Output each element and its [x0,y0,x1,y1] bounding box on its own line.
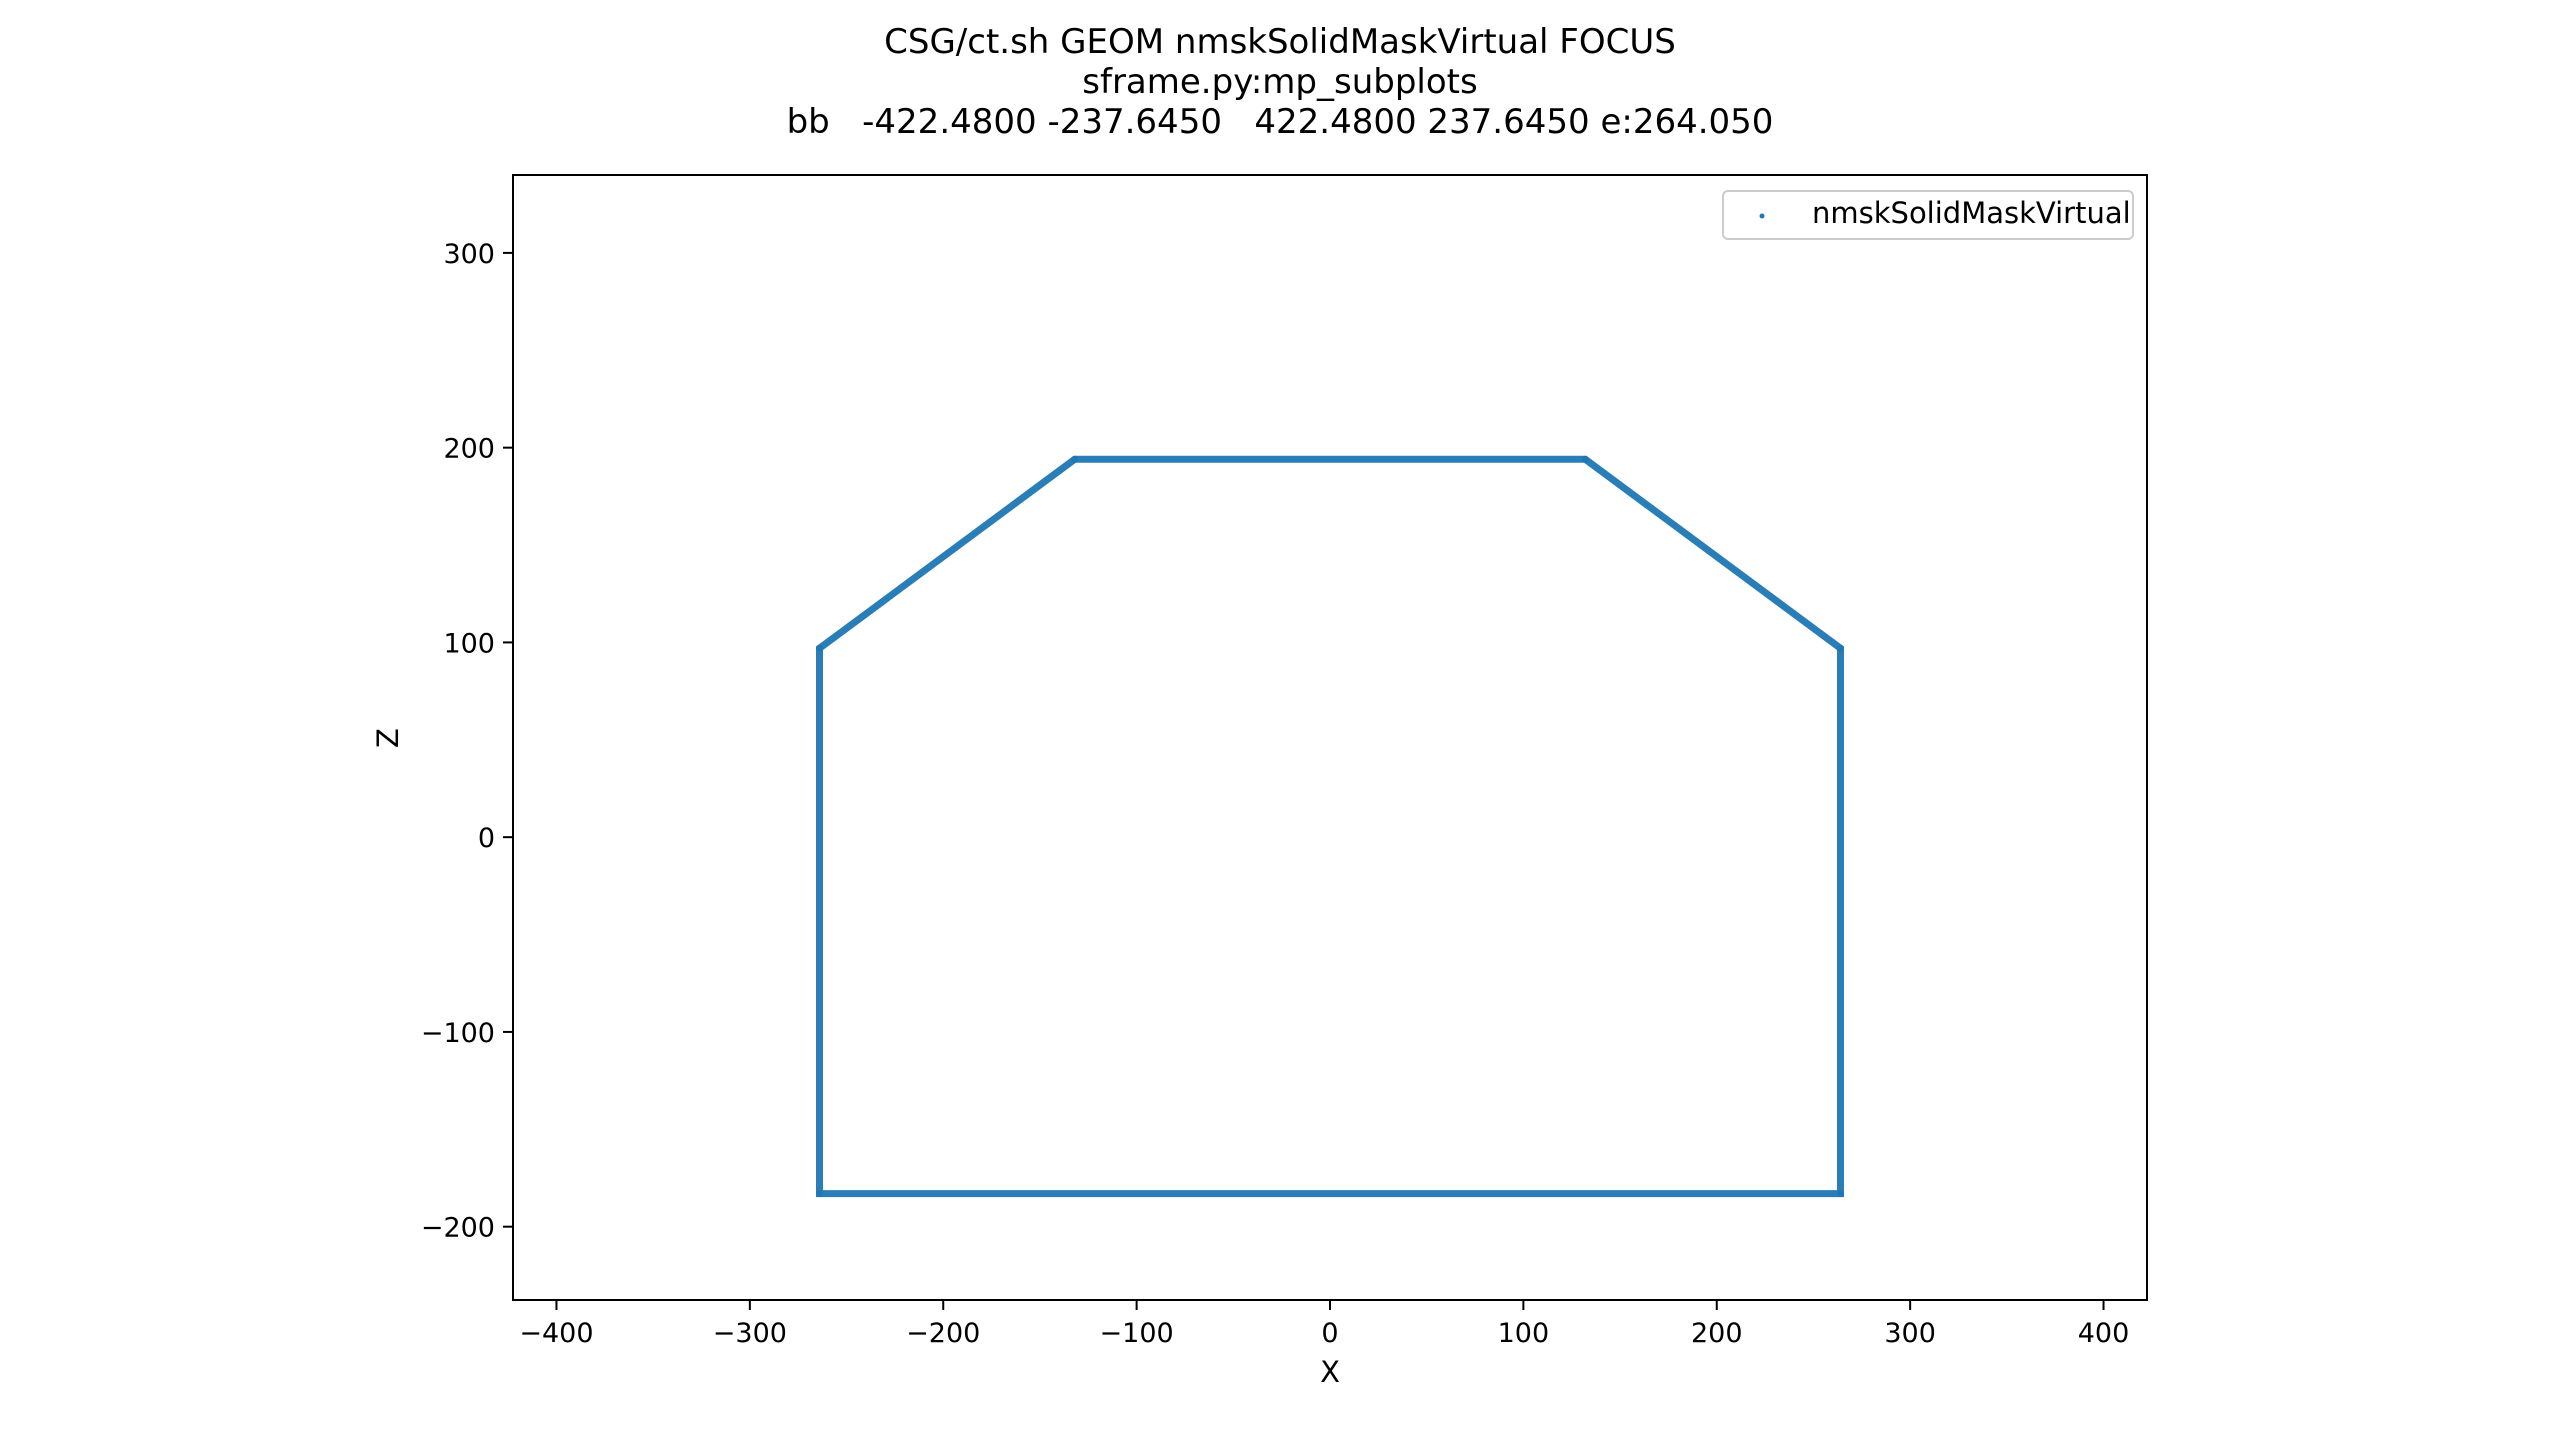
y-tick-label: 200 [443,434,495,465]
data-marks [815,455,1845,1198]
x-tick-label: 400 [2078,1318,2130,1349]
x-tick-label: −100 [1100,1318,1174,1349]
legend-label: nmskSolidMaskVirtual [1812,196,2131,230]
y-axis-label: Z [371,728,405,748]
y-tick-label: −100 [421,1018,495,1049]
legend-marker [1759,213,1765,219]
chart-title-line-1: CSG/ct.sh GEOM nmskSolidMaskVirtual FOCU… [884,22,1676,62]
x-tick-label: −200 [906,1318,980,1349]
data-point [1581,455,1589,463]
x-tick-label: −400 [519,1318,593,1349]
data-point [1837,1190,1845,1198]
plot-area-background [513,175,2147,1300]
y-tick-label: 100 [443,628,495,659]
data-point [815,644,823,652]
x-tick-label: 100 [1498,1318,1550,1349]
legend: nmskSolidMaskVirtual [1722,190,2134,240]
y-axis-ticks: −200 −100 0 100 200 300 [421,239,513,1244]
x-tick-label: −300 [713,1318,787,1349]
x-axis-label: X [1320,1355,1340,1389]
data-point [1837,644,1845,652]
legend-box [1722,190,2134,240]
chart-title-line-2: sframe.py:mp_subplots [1082,62,1478,102]
data-point [815,1190,823,1198]
x-axis-ticks: −400 −300 −200 −100 0 100 200 300 400 [519,1300,2129,1349]
y-tick-label: −200 [421,1213,495,1244]
y-tick-label: 0 [478,823,495,854]
x-tick-label: 200 [1691,1318,1743,1349]
x-tick-label: 0 [1321,1318,1338,1349]
chart-title-line-3: bb -422.4800 -237.6450 422.4800 237.6450… [786,102,1774,142]
y-tick-label: 300 [443,239,495,270]
data-point [1071,455,1079,463]
x-tick-label: 300 [1884,1318,1936,1349]
